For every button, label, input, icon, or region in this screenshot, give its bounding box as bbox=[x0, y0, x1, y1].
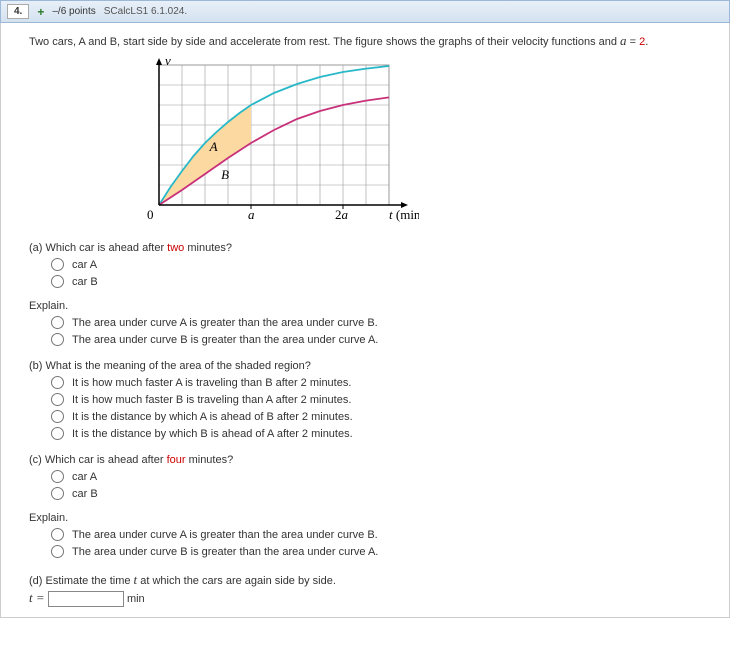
velocity-graph: v AB 0 a 2a t (min) bbox=[129, 55, 419, 225]
part-c-explain: Explain. bbox=[29, 512, 715, 524]
part-d: (d) Estimate the time t at which the car… bbox=[29, 572, 715, 607]
opt-c-e2[interactable]: The area under curve B is greater than t… bbox=[51, 545, 715, 558]
opt-a-e2[interactable]: The area under curve B is greater than t… bbox=[51, 333, 715, 346]
label-b-4: It is the distance by which B is ahead o… bbox=[72, 428, 353, 440]
label-a-carB: car B bbox=[72, 276, 98, 288]
part-d-qa: at which the cars are again side by side… bbox=[137, 575, 336, 587]
part-a-q1: (a) Which car is ahead after bbox=[29, 242, 167, 254]
opt-c-carB[interactable]: car B bbox=[51, 487, 715, 500]
time-input[interactable] bbox=[48, 591, 124, 607]
opt-b-2[interactable]: It is how much faster B is traveling tha… bbox=[51, 393, 715, 406]
part-d-teq: t = bbox=[29, 590, 48, 605]
source-label: SCalcLS1 6.1.024. bbox=[104, 6, 187, 17]
radio-c-carB[interactable] bbox=[51, 487, 64, 500]
figure: v AB 0 a 2a t (min) bbox=[129, 55, 715, 228]
opt-c-carA[interactable]: car A bbox=[51, 470, 715, 483]
label-b-3: It is the distance by which A is ahead o… bbox=[72, 411, 353, 423]
part-c: (c) Which car is ahead after four minute… bbox=[29, 454, 715, 558]
part-a-emph: two bbox=[167, 242, 184, 254]
part-c-emph: four bbox=[167, 454, 186, 466]
radio-b-2[interactable] bbox=[51, 393, 64, 406]
radio-b-4[interactable] bbox=[51, 427, 64, 440]
svg-text:a: a bbox=[248, 207, 255, 222]
part-d-unit: min bbox=[127, 593, 145, 605]
label-c-e2: The area under curve B is greater than t… bbox=[72, 546, 378, 558]
label-a-e2: The area under curve B is greater than t… bbox=[72, 334, 378, 346]
opt-b-3[interactable]: It is the distance by which A is ahead o… bbox=[51, 410, 715, 423]
radio-c-e2[interactable] bbox=[51, 545, 64, 558]
expand-icon[interactable]: + bbox=[37, 5, 44, 19]
radio-a-e2[interactable] bbox=[51, 333, 64, 346]
label-a-e1: The area under curve A is greater than t… bbox=[72, 317, 378, 329]
radio-b-3[interactable] bbox=[51, 410, 64, 423]
label-b-2: It is how much faster B is traveling tha… bbox=[72, 394, 351, 406]
part-a: (a) Which car is ahead after two minutes… bbox=[29, 242, 715, 346]
radio-c-carA[interactable] bbox=[51, 470, 64, 483]
radio-a-carA[interactable] bbox=[51, 258, 64, 271]
opt-c-e1[interactable]: The area under curve A is greater than t… bbox=[51, 528, 715, 541]
svg-text:t (min): t (min) bbox=[389, 207, 419, 222]
part-a-question: (a) Which car is ahead after two minutes… bbox=[29, 242, 715, 254]
part-c-q1: (c) Which car is ahead after bbox=[29, 454, 167, 466]
svg-text:2a: 2a bbox=[335, 207, 349, 222]
radio-c-e1[interactable] bbox=[51, 528, 64, 541]
opt-b-4[interactable]: It is the distance by which B is ahead o… bbox=[51, 427, 715, 440]
intro-text: Two cars, A and B, start side by side an… bbox=[29, 33, 715, 49]
intro-before: Two cars, A and B, start side by side an… bbox=[29, 36, 620, 48]
part-b-question: (b) What is the meaning of the area of t… bbox=[29, 360, 715, 372]
intro-period: . bbox=[645, 36, 648, 48]
label-b-1: It is how much faster A is traveling tha… bbox=[72, 377, 351, 389]
label-c-e1: The area under curve A is greater than t… bbox=[72, 529, 378, 541]
intro-eq: = bbox=[627, 36, 640, 48]
label-c-carA: car A bbox=[72, 471, 97, 483]
question-content: Two cars, A and B, start side by side an… bbox=[0, 23, 730, 618]
radio-b-1[interactable] bbox=[51, 376, 64, 389]
opt-a-carB[interactable]: car B bbox=[51, 275, 715, 288]
part-b: (b) What is the meaning of the area of t… bbox=[29, 360, 715, 440]
radio-a-e1[interactable] bbox=[51, 316, 64, 329]
radio-a-carB[interactable] bbox=[51, 275, 64, 288]
question-number: 4. bbox=[7, 4, 29, 19]
svg-text:0: 0 bbox=[147, 207, 154, 222]
part-c-question: (c) Which car is ahead after four minute… bbox=[29, 454, 715, 466]
part-c-q2: minutes? bbox=[186, 454, 234, 466]
svg-text:A: A bbox=[209, 139, 218, 154]
svg-text:v: v bbox=[165, 55, 171, 68]
label-c-carB: car B bbox=[72, 488, 98, 500]
part-a-explain: Explain. bbox=[29, 300, 715, 312]
part-a-q2: minutes? bbox=[184, 242, 232, 254]
opt-b-1[interactable]: It is how much faster A is traveling tha… bbox=[51, 376, 715, 389]
part-d-question: (d) Estimate the time t at which the car… bbox=[29, 572, 715, 588]
svg-text:B: B bbox=[221, 167, 229, 182]
question-header: 4. + –/6 points SCalcLS1 6.1.024. bbox=[0, 0, 730, 23]
opt-a-e1[interactable]: The area under curve A is greater than t… bbox=[51, 316, 715, 329]
part-d-qb: (d) Estimate the time bbox=[29, 575, 134, 587]
points-label: –/6 points bbox=[52, 6, 95, 17]
part-d-answer-row: t = min bbox=[29, 590, 715, 607]
label-a-carA: car A bbox=[72, 259, 97, 271]
opt-a-carA[interactable]: car A bbox=[51, 258, 715, 271]
